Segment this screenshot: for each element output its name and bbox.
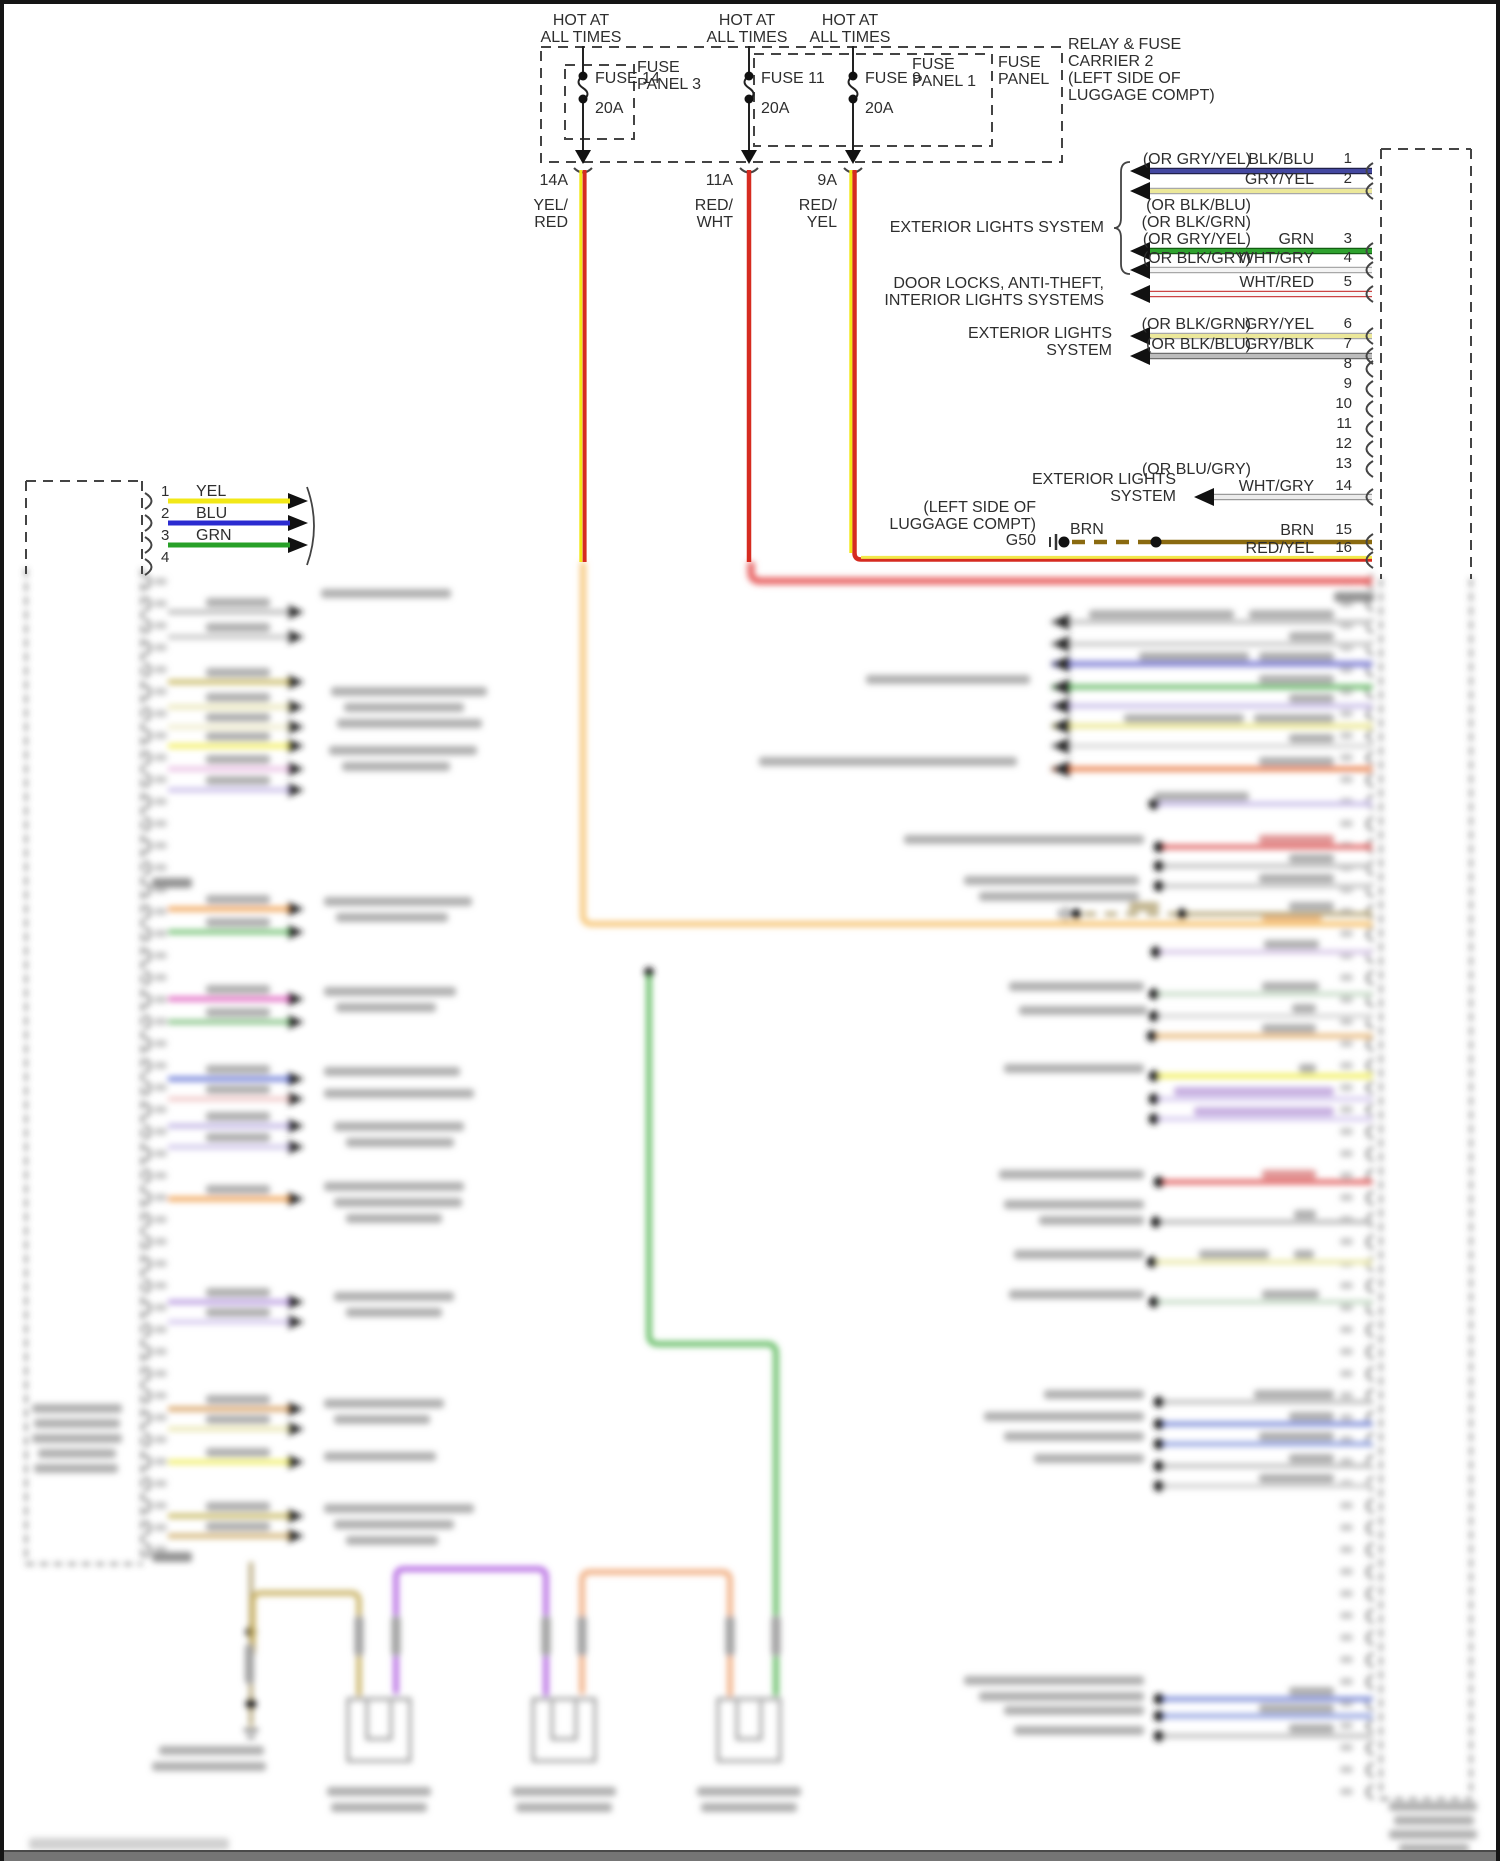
feed-14a-color: YEL/RED [533, 197, 568, 231]
ground-wire-label: BRN [1070, 521, 1104, 538]
hot-at-label-2: HOT AT ALL TIMES [706, 12, 788, 46]
feed-9a-color: RED/YEL [798, 197, 837, 231]
fuse-carrier-boxes [25, 46, 1472, 579]
hot-at-label-1: HOT AT ALL TIMES [540, 12, 622, 46]
fuse-panel-label: FUSE PANEL [998, 54, 1050, 88]
fuse-11-rating: 20A [761, 100, 790, 117]
left-pin4-num: 4 [161, 549, 170, 566]
pin11-num: 11 [1336, 415, 1352, 432]
pin3-num: 3 [1343, 230, 1352, 247]
pin6-alt: (OR BLK/GRN) [1141, 316, 1251, 333]
system-brace [306, 161, 1131, 566]
fuse-9-rating: 20A [865, 100, 894, 117]
pin14-color: WHT/GRY [1238, 478, 1314, 495]
left-pin1-num: 1 [161, 483, 170, 500]
fuse-9-label: FUSE 9 [865, 70, 922, 87]
wire-arrows [288, 162, 1214, 553]
pin15-color: BRN [1280, 522, 1314, 539]
g50-ground-symbol [1049, 534, 1058, 550]
pin2-color: GRY/YEL [1244, 171, 1314, 188]
feed-14a-amps: 14A [539, 172, 568, 189]
pin14-alt: (OR BLU/GRY) [1141, 461, 1251, 478]
ground-location-label: (LEFT SIDE OF LUGGAGE COMPT) [889, 499, 1036, 533]
pin3-alt: (OR BLK/BLU) (OR BLK/GRN) (OR GRY/YEL) [1141, 197, 1251, 248]
left-pin1-color: YEL [196, 483, 227, 500]
pin1-num: 1 [1343, 150, 1352, 167]
fuse-11-label: FUSE 11 [761, 70, 825, 87]
pin5-color: WHT/RED [1239, 274, 1314, 291]
system-exterior-lights-3: EXTERIOR LIGHTS SYSTEM [1031, 471, 1176, 505]
pin8-num: 8 [1343, 355, 1352, 372]
blurred-diagram-layer [25, 562, 1477, 1853]
pin2-num: 2 [1343, 170, 1352, 187]
fuse-panel-3-label: FUSE PANEL 3 [637, 59, 702, 93]
left-pin3-num: 3 [161, 527, 170, 544]
pin15-num: 15 [1335, 521, 1352, 538]
pin13-num: 13 [1335, 455, 1352, 472]
pin12-num: 12 [1335, 435, 1352, 452]
connector-pin-brackets [144, 162, 1374, 576]
feed-9a-amps: 9A [817, 172, 837, 189]
left-pin2-num: 2 [161, 505, 170, 522]
pin7-num: 7 [1343, 335, 1352, 352]
system-door-locks: DOOR LOCKS, ANTI-THEFT, INTERIOR LIGHTS S… [884, 275, 1104, 309]
system-exterior-lights-2: EXTERIOR LIGHTS SYSTEM [967, 325, 1112, 359]
pin16-num: 16 [1335, 539, 1352, 556]
ground-name-label: G50 [1005, 532, 1036, 549]
feed-11a-amps: 11A [705, 172, 733, 189]
feed-wires [579, 170, 1372, 562]
left-pin3-color: GRN [196, 527, 232, 544]
pin14-num: 14 [1335, 477, 1352, 494]
fuse-14-label: FUSE 14 [595, 70, 660, 87]
relay-fuse-carrier-label: RELAY & FUSE CARRIER 2 (LEFT SIDE OF LUGGA… [1068, 36, 1215, 104]
pin7-alt: (OR BLK/BLU) [1146, 336, 1251, 353]
pin1-color: BLK/BLU [1248, 151, 1314, 168]
system-exterior-lights-1: EXTERIOR LIGHTS SYSTEM [889, 219, 1104, 236]
pin16-color: RED/YEL [1245, 540, 1314, 557]
bottom-border-band [4, 1850, 1496, 1861]
fuse-14-rating: 20A [595, 100, 624, 117]
left-pin2-color: BLU [196, 505, 228, 522]
pin1-alt: (OR GRY/YEL) [1142, 151, 1251, 168]
pin4-num: 4 [1343, 249, 1352, 266]
pin7-color: GRY/BLK [1244, 336, 1314, 353]
pin4-alt: (OR BLK/GRY) [1142, 250, 1251, 267]
pin3-color: GRN [1278, 231, 1314, 248]
fuse-panel-1-label: FUSE PANEL 1 [912, 56, 977, 90]
right-connector-wires [1072, 167, 1372, 545]
hot-at-label-3: HOT AT ALL TIMES [809, 12, 891, 46]
pin5-num: 5 [1343, 273, 1352, 290]
pin6-color: GRY/YEL [1244, 316, 1314, 333]
pin4-color: WHT/GRY [1238, 250, 1314, 267]
left-connector-wires [168, 498, 290, 548]
pin10-num: 10 [1335, 395, 1352, 412]
pin9-num: 9 [1343, 375, 1352, 392]
pin6-num: 6 [1343, 315, 1352, 332]
diagram-linework [25, 46, 1472, 579]
feed-11a-color: RED/WHT [694, 197, 733, 231]
